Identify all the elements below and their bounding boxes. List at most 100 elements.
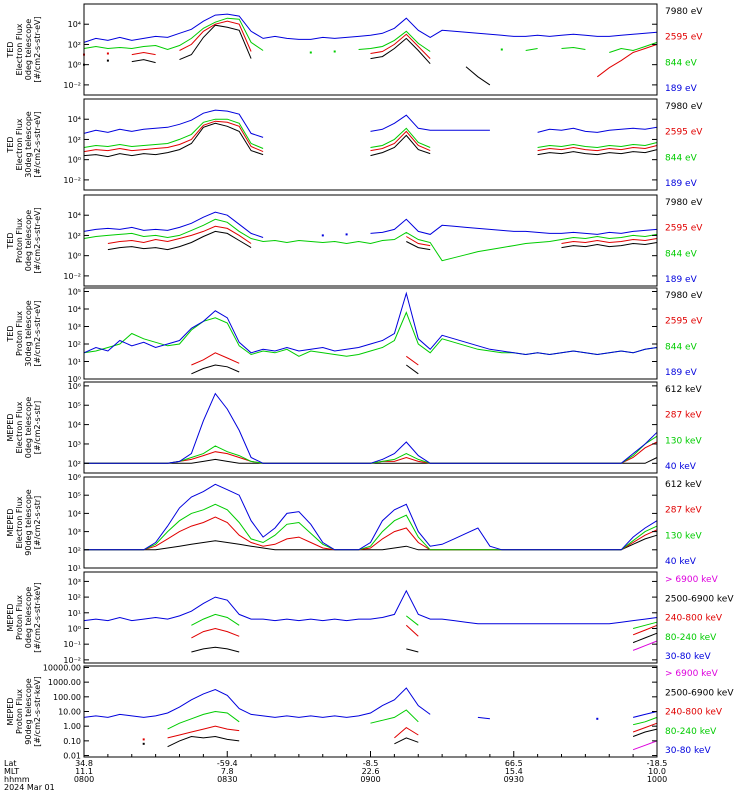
panel-8: > 6900 keV 2500-6900 keV 240-800 keV 80-240… [6,663,734,760]
y-tick-label: 10² [68,231,81,240]
y-axis-label: Electron Flux [15,118,24,170]
panel-8-series-5 [83,687,658,720]
series-line [632,740,658,751]
y-tick-label: 10³ [68,577,81,586]
series-line [537,149,658,156]
y-axis-label: Electron Flux [15,401,24,453]
y-tick-label: 10³ [68,440,81,449]
y-tick-label: 10⁵ [68,491,81,500]
series-line [107,225,252,244]
y-tick-label: 10⁴ [68,509,81,518]
y-axis-label: Proton Flux [15,595,24,640]
legend-label: 130 keV [665,531,702,541]
series-line [83,589,658,625]
y-axis-label: Electron Flux [15,496,24,548]
y-tick-label: 0.10 [63,737,81,746]
panel-7-series-4 [191,613,658,629]
panel-1-series-3 [83,17,658,54]
series-line [370,218,658,235]
series-line [465,66,491,86]
y-tick-label: 10² [68,593,81,602]
series-line [131,59,156,64]
x-tick-label: 34.8 [75,759,93,768]
series-point [321,234,324,237]
y-axis-label: [#/cm2-s-str] [33,496,42,549]
y-tick-label: 10⁶ [68,473,81,482]
x-tick-label: 11.1 [75,767,93,776]
legend-label: 2500-6900 keV [665,594,734,604]
x-tick-label: 22.6 [362,767,380,776]
series-line [370,127,431,148]
y-tick-label: 10³ [68,323,81,332]
panel-5: 612 keV 287 keV 130 keV 40 keV 10² 10³ 10⁴ 10⁵ 1… [6,381,702,474]
y-axis-label: [#/cm2-s-str] [33,401,42,454]
x-tick-label: 1000 [647,775,667,784]
series-line [167,735,240,748]
legend-label: 612 keV [665,480,702,490]
y-tick-label: 10⁴ [68,115,81,124]
x-tick-label: -18.5 [647,759,668,768]
legend-label: 844 eV [665,342,698,352]
panel-4-series-3 [83,311,658,357]
y-axis-label: 90deg telescope [24,678,33,745]
series-line [394,737,419,745]
y-tick-label: 100.00 [53,693,81,702]
series-line [370,114,490,132]
series-line [406,355,419,366]
panel-frame [83,287,658,380]
y-axis-label: TED [6,325,15,342]
panel-3-series-4 [83,211,658,238]
series-line [596,43,658,78]
legend-label: 240-800 keV [665,614,723,624]
x-row-label: MLT [4,767,19,776]
legend-label: 130 keV [665,436,702,446]
series-line [405,624,419,637]
series-line [370,130,431,152]
x-row-label: Lat [4,759,17,768]
series-line [537,145,658,152]
y-tick-label: 1.00 [63,722,81,731]
panel-7: > 6900 keV 2500-6900 keV 240-800 keV 80-240… [6,571,734,665]
y-axis-label: TED [6,41,15,58]
panel-1-series-4 [83,13,658,43]
y-tick-label: 10⁴ [68,211,81,220]
y-axis-label: TED [6,136,15,153]
panel-5-series-3 [84,435,658,464]
y-tick-label: 10¹ [68,609,81,618]
y-tick-label: 10⁻² [63,176,81,185]
panel-3: 7980 eV 2595 eV 844 eV 189 eV 10⁻² 10⁰ 10² 10⁴ T… [6,194,703,287]
series-point [106,52,109,55]
series-line [405,615,419,626]
panel-4-series-1 [191,364,419,375]
panel-2: 7980 eV 2595 eV 844 eV 189 eV 10⁻² 10⁰ 10² 10⁴ T… [6,98,703,191]
series-point [142,738,145,741]
series-line [632,632,658,644]
legend-label: 189 eV [665,179,698,189]
date-label: 2024 Mar 01 [4,783,55,792]
series-line [632,722,658,733]
y-tick-label: 10⁰ [68,375,81,384]
y-tick-label: 10⁻¹ [63,640,81,649]
series-line [370,134,431,157]
y-axis-label: Proton Flux [15,689,24,734]
legend-label: 2595 eV [665,224,703,234]
legend-label: 2595 eV [665,33,703,43]
y-tick-label: 0.01 [63,752,81,761]
y-tick-label: 10⁶ [68,382,81,391]
legend-label: 844 eV [665,58,698,68]
series-point [309,51,312,54]
series-line [83,687,431,718]
y-tick-label: 10² [68,135,81,144]
legend-label: 2595 eV [665,317,703,327]
series-line [83,122,264,158]
x-tick-label: 0830 [217,775,237,784]
panel-frame [83,98,658,191]
y-tick-label: 10⁰ [68,252,81,261]
legend-label: 40 keV [665,557,697,567]
series-line [561,46,586,50]
panel-5-series-4 [84,392,658,464]
panel-2-series-2 [83,120,658,153]
time-axis: Lat 34.8 -59.4 -8.5 66.5 -18.5 MLT 11.1 7.8 22.6 1… [4,751,667,792]
panel-8-series-2 [142,728,658,748]
